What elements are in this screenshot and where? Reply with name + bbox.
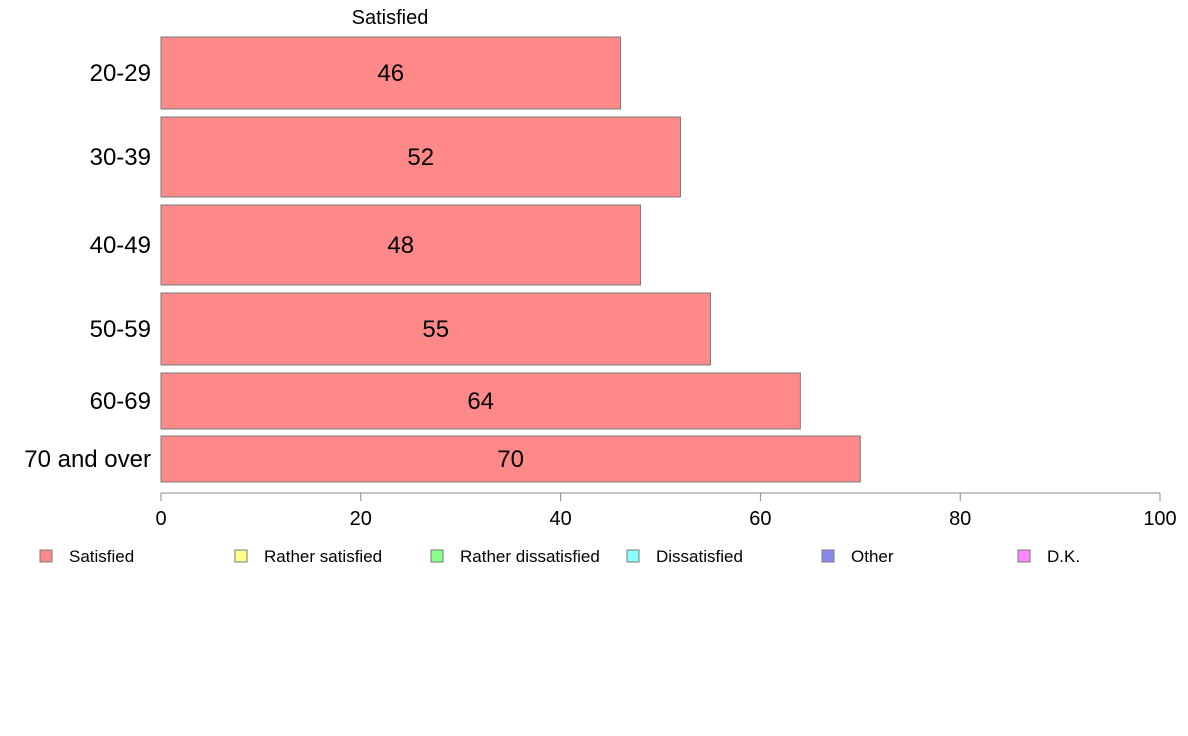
legend-label: Dissatisfied — [656, 547, 743, 566]
legend-swatch — [821, 549, 835, 563]
bar-40-49 — [160, 204, 642, 286]
bar-20-29 — [160, 36, 622, 110]
category-label: 40-49 — [90, 232, 151, 259]
value-labels-group: 46 52 48 55 64 70 — [377, 60, 524, 473]
bar-30-39 — [160, 116, 681, 198]
category-label: 20-29 — [90, 60, 151, 87]
category-labels-group: 20-29 30-39 40-49 50-59 60-69 70 and over — [24, 60, 151, 473]
value-label: 48 — [387, 232, 414, 259]
value-label: 70 — [497, 446, 524, 473]
legend-label: D.K. — [1047, 547, 1080, 566]
legend-swatch — [39, 549, 53, 563]
bar-50-59 — [160, 292, 711, 366]
category-label: 60-69 — [90, 388, 151, 415]
legend-label: Satisfied — [69, 547, 134, 566]
bars-group — [160, 36, 861, 483]
x-tick-label: 0 — [155, 508, 166, 530]
x-tick-label: 80 — [949, 508, 971, 530]
category-label: 50-59 — [90, 316, 151, 343]
legend-swatch — [234, 549, 248, 563]
legend-label: Rather satisfied — [264, 547, 382, 566]
bar-70-and-over — [160, 435, 861, 483]
bar-60-69 — [160, 372, 801, 430]
series-title: Satisfied — [352, 7, 429, 29]
legend-swatch — [626, 549, 640, 563]
x-axis: 0 20 40 60 80 100 — [155, 492, 1177, 530]
category-label: 30-39 — [90, 144, 151, 171]
value-label: 55 — [422, 316, 449, 343]
legend: Satisfied Rather satisfied Rather dissatis… — [39, 547, 1080, 566]
value-label: 64 — [467, 388, 494, 415]
x-tick-label: 100 — [1143, 508, 1176, 530]
x-tick-label: 40 — [549, 508, 571, 530]
value-label: 46 — [377, 60, 404, 87]
legend-swatch — [1017, 549, 1031, 563]
value-label: 52 — [407, 144, 434, 171]
legend-label: Other — [851, 547, 894, 566]
legend-label: Rather dissatisfied — [460, 547, 600, 566]
category-label: 70 and over — [24, 446, 151, 473]
legend-swatch — [430, 549, 444, 563]
x-tick-label: 60 — [749, 508, 771, 530]
x-tick-label: 20 — [350, 508, 372, 530]
